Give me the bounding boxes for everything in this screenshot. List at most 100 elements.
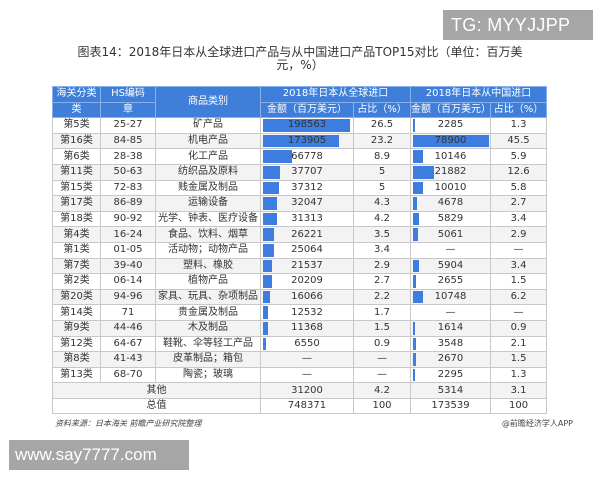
value-bar bbox=[263, 306, 269, 319]
value-bar bbox=[413, 165, 435, 179]
china-amount-cell: 78900 bbox=[410, 132, 492, 150]
customs-class-cell: 第9类 bbox=[52, 319, 101, 337]
summary-c-share: 100 bbox=[490, 397, 548, 415]
amount-value: 5061 bbox=[437, 228, 464, 240]
china-amount-cell: 1614 bbox=[410, 319, 492, 337]
global-amount-cell: — bbox=[260, 366, 354, 384]
global-share-cell: 3.5 bbox=[352, 226, 412, 243]
amount-value: 6550 bbox=[294, 337, 320, 349]
amount-value: 3548 bbox=[437, 337, 464, 349]
global-share-cell: — bbox=[352, 351, 412, 368]
china-amount-cell: 2295 bbox=[410, 366, 492, 384]
amount-value: 12532 bbox=[291, 306, 323, 318]
amount-value: 5829 bbox=[437, 213, 464, 225]
global-amount-cell: 25064 bbox=[260, 241, 354, 259]
china-share-cell: 1.5 bbox=[490, 351, 548, 368]
amount-value: — bbox=[302, 368, 312, 380]
customs-class-cell: 第17类 bbox=[52, 195, 101, 212]
summary-row-other: 其他 31200 4.2 5314 3.1 bbox=[52, 382, 548, 399]
amount-value: 5904 bbox=[437, 259, 464, 271]
category-cell: 皮革制品；箱包 bbox=[155, 351, 261, 368]
hs-code-cell: 41-43 bbox=[100, 351, 156, 368]
table-row: 第17类 86-89 运输设备 32047 4.3 4678 2.7 bbox=[52, 195, 548, 212]
global-amount-cell: 32047 bbox=[260, 195, 354, 212]
customs-class-cell: 第1类 bbox=[52, 241, 101, 259]
amount-value: 10146 bbox=[434, 150, 467, 162]
customs-class-cell: 第5类 bbox=[52, 117, 101, 134]
summary-c-amt: 173539 bbox=[410, 397, 492, 415]
amount-value: — bbox=[445, 244, 456, 256]
summary-label: 总值 bbox=[52, 397, 261, 415]
table-row: 第15类 72-83 贱金属及制品 37312 5 10010 5.8 bbox=[52, 179, 548, 197]
amount-value: 2295 bbox=[437, 368, 464, 380]
import-comparison-table: 海关分类 HS编码 商品类别 2018年日本从全球进口 2018年日本从中国进口… bbox=[52, 85, 548, 415]
china-share-cell: 6.2 bbox=[490, 288, 548, 306]
china-share-cell: 0.9 bbox=[490, 319, 548, 337]
global-share-cell: — bbox=[352, 366, 412, 384]
value-bar bbox=[263, 337, 266, 351]
global-share-cell: 2.7 bbox=[352, 273, 412, 290]
source-note: 资料来源：日本海关 前瞻产业研究院整理 bbox=[55, 419, 202, 428]
value-bar bbox=[263, 275, 272, 288]
category-cell: 木及制品 bbox=[155, 319, 261, 337]
china-share-cell: 1.3 bbox=[490, 117, 548, 134]
china-amount-cell: 10010 bbox=[410, 179, 492, 197]
amount-value: 31313 bbox=[291, 213, 323, 225]
hs-code-cell: 39-40 bbox=[100, 257, 156, 275]
category-cell: 鞋靴、伞等轻工产品 bbox=[155, 335, 261, 353]
value-bar bbox=[413, 353, 416, 366]
value-bar bbox=[263, 150, 293, 163]
header-class-sub: 类 bbox=[52, 101, 101, 119]
table-row: 第14类 71 贵金属及制品 12532 1.7 — — bbox=[52, 304, 548, 321]
category-cell: 植物产品 bbox=[155, 273, 261, 290]
amount-value: 10010 bbox=[434, 181, 467, 193]
category-cell: 机电产品 bbox=[155, 132, 261, 150]
hs-code-cell: 01-05 bbox=[100, 241, 156, 259]
amount-value: 173905 bbox=[287, 135, 327, 147]
chart-title: 图表14：2018年日本从全球进口产品与从中国进口产品TOP15对比（单位：百万… bbox=[60, 46, 540, 72]
china-share-cell: 1.3 bbox=[490, 366, 548, 384]
category-cell: 活动物；动物产品 bbox=[155, 241, 261, 259]
china-amount-cell: 10748 bbox=[410, 288, 492, 306]
china-amount-cell: — bbox=[410, 304, 492, 321]
category-cell: 食品、饮料、烟草 bbox=[155, 226, 261, 243]
hs-code-cell: 16-24 bbox=[100, 226, 156, 243]
china-amount-cell: 5061 bbox=[410, 226, 492, 243]
watermark-tg-badge: TG: MYYJJPP bbox=[443, 10, 593, 40]
china-amount-cell: 3548 bbox=[410, 335, 492, 353]
customs-class-cell: 第16类 bbox=[52, 132, 101, 150]
china-amount-cell: 4678 bbox=[410, 195, 492, 212]
value-bar bbox=[413, 181, 423, 195]
amount-value: 2655 bbox=[437, 275, 464, 287]
amount-value: 11368 bbox=[291, 322, 323, 334]
amount-value: 32047 bbox=[291, 197, 323, 209]
hs-code-cell: 90-92 bbox=[100, 210, 156, 228]
customs-class-cell: 第14类 bbox=[52, 304, 101, 321]
global-amount-cell: 66778 bbox=[260, 148, 354, 165]
china-amount-cell: 5829 bbox=[410, 210, 492, 228]
global-amount-cell: 198563 bbox=[260, 117, 354, 134]
header-china-share: 占比（%） bbox=[490, 101, 548, 119]
header-customs-class: 海关分类 bbox=[52, 86, 101, 103]
hs-code-cell: 84-85 bbox=[100, 132, 156, 150]
value-bar bbox=[263, 243, 274, 257]
value-bar bbox=[263, 259, 273, 273]
summary-g-amt: 748371 bbox=[260, 397, 354, 415]
summary-label: 其他 bbox=[52, 382, 261, 399]
summary-g-share: 100 bbox=[352, 397, 412, 415]
customs-class-cell: 第20类 bbox=[52, 288, 101, 306]
value-bar bbox=[413, 321, 416, 335]
credit-note: @前瞻经济学人APP bbox=[501, 419, 573, 428]
hs-code-cell: 25-27 bbox=[100, 117, 156, 134]
category-cell: 运输设备 bbox=[155, 195, 261, 212]
table-row: 第6类 28-38 化工产品 66778 8.9 10146 5.9 bbox=[52, 148, 548, 165]
global-amount-cell: 37707 bbox=[260, 163, 354, 181]
value-bar bbox=[263, 181, 280, 195]
china-share-cell: 2.7 bbox=[490, 195, 548, 212]
summary-g-amt: 31200 bbox=[260, 382, 354, 399]
hs-code-cell: 50-63 bbox=[100, 163, 156, 181]
china-amount-cell: 5904 bbox=[410, 257, 492, 275]
value-bar bbox=[413, 150, 423, 163]
amount-value: 2670 bbox=[437, 353, 464, 365]
hs-code-cell: 94-96 bbox=[100, 288, 156, 306]
